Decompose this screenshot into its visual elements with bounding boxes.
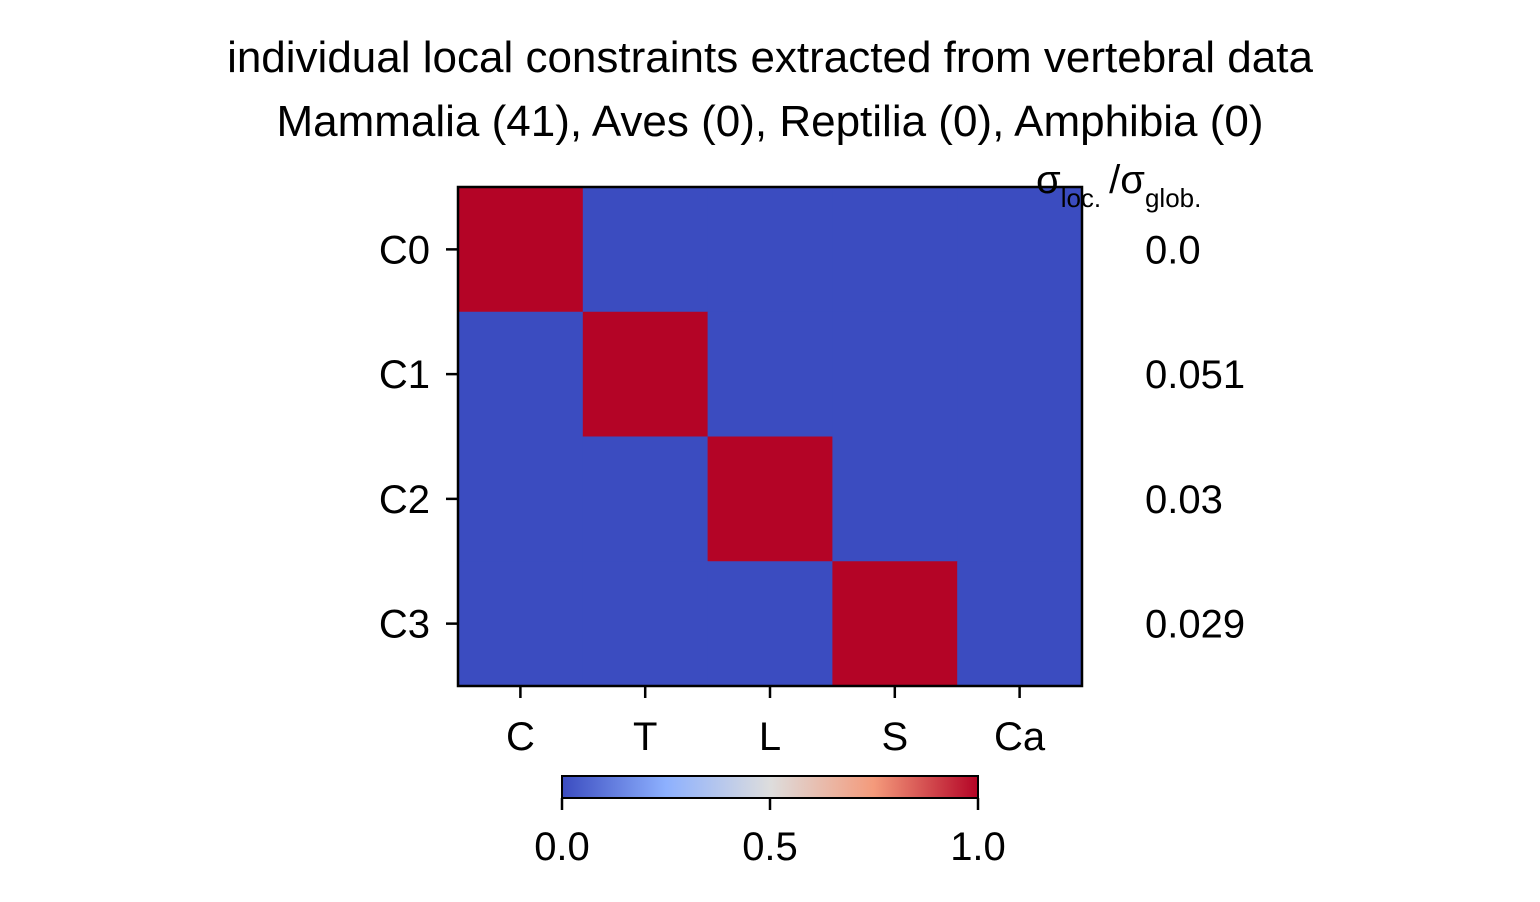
heatmap-cell	[458, 561, 584, 687]
heatmap-cell	[957, 311, 1083, 438]
heatmap-cell	[582, 311, 709, 438]
colorbar-tick-label: 0.5	[742, 825, 798, 869]
heatmap-cell	[707, 311, 833, 438]
x-tick-label: S	[881, 715, 908, 759]
x-tick-label: Ca	[994, 715, 1046, 759]
sigma-symbol-2: σ	[1120, 158, 1145, 202]
sigma-sub-glob: glob.	[1145, 183, 1201, 213]
sigma-symbol-1: σ	[1036, 158, 1061, 202]
colorbar-tick-label: 0.0	[534, 825, 590, 869]
sigma-ratio-value: 0.029	[1145, 603, 1245, 647]
heatmap-cell	[957, 561, 1083, 687]
heatmap-cell	[707, 561, 833, 687]
x-ticks: C T L S Ca	[506, 686, 1046, 759]
sigma-ratio-values: 0.0 0.051 0.03 0.029	[1145, 228, 1245, 646]
heatmap-cell	[458, 436, 584, 562]
heatmap-cell	[582, 561, 709, 687]
x-tick-label: L	[759, 715, 781, 759]
heatmap-cell	[707, 436, 833, 562]
y-tick-label: C3	[379, 603, 430, 647]
colorbar	[561, 775, 979, 799]
heatmap-cell	[458, 311, 584, 438]
heatmap-cell	[582, 187, 709, 313]
y-tick-label: C1	[379, 353, 430, 397]
heatmap-cells	[458, 187, 1083, 687]
sigma-ratio-value: 0.051	[1145, 353, 1245, 397]
sigma-ratio-header: σloc./σglob.	[1036, 158, 1201, 213]
heatmap-cell	[832, 311, 958, 438]
heatmap-cell	[707, 187, 833, 313]
x-tick-label: T	[633, 715, 657, 759]
x-tick-label: C	[506, 715, 535, 759]
chart-title: individual local constraints extracted f…	[227, 33, 1313, 82]
y-ticks: C0 C1 C2 C3	[379, 228, 458, 647]
heatmap-cell	[582, 436, 709, 562]
colorbar-tick-label: 1.0	[950, 825, 1006, 869]
heatmap-cell	[832, 436, 958, 562]
y-tick-label: C0	[379, 228, 430, 272]
sigma-ratio-value: 0.0	[1145, 228, 1201, 272]
heatmap-cell	[832, 561, 958, 687]
sigma-separator: /	[1109, 158, 1121, 202]
sigma-ratio-value: 0.03	[1145, 478, 1223, 522]
heatmap-cell	[832, 187, 958, 313]
colorbar-ticks: 0.0 0.5 1.0	[534, 798, 1006, 869]
heatmap-cell	[957, 187, 1083, 313]
heatmap-cell	[458, 187, 584, 313]
heatmap-cell	[957, 436, 1083, 562]
chart-subtitle: Mammalia (41), Aves (0), Reptilia (0), A…	[276, 97, 1263, 146]
y-tick-label: C2	[379, 478, 430, 522]
sigma-sub-loc: loc.	[1061, 183, 1101, 213]
